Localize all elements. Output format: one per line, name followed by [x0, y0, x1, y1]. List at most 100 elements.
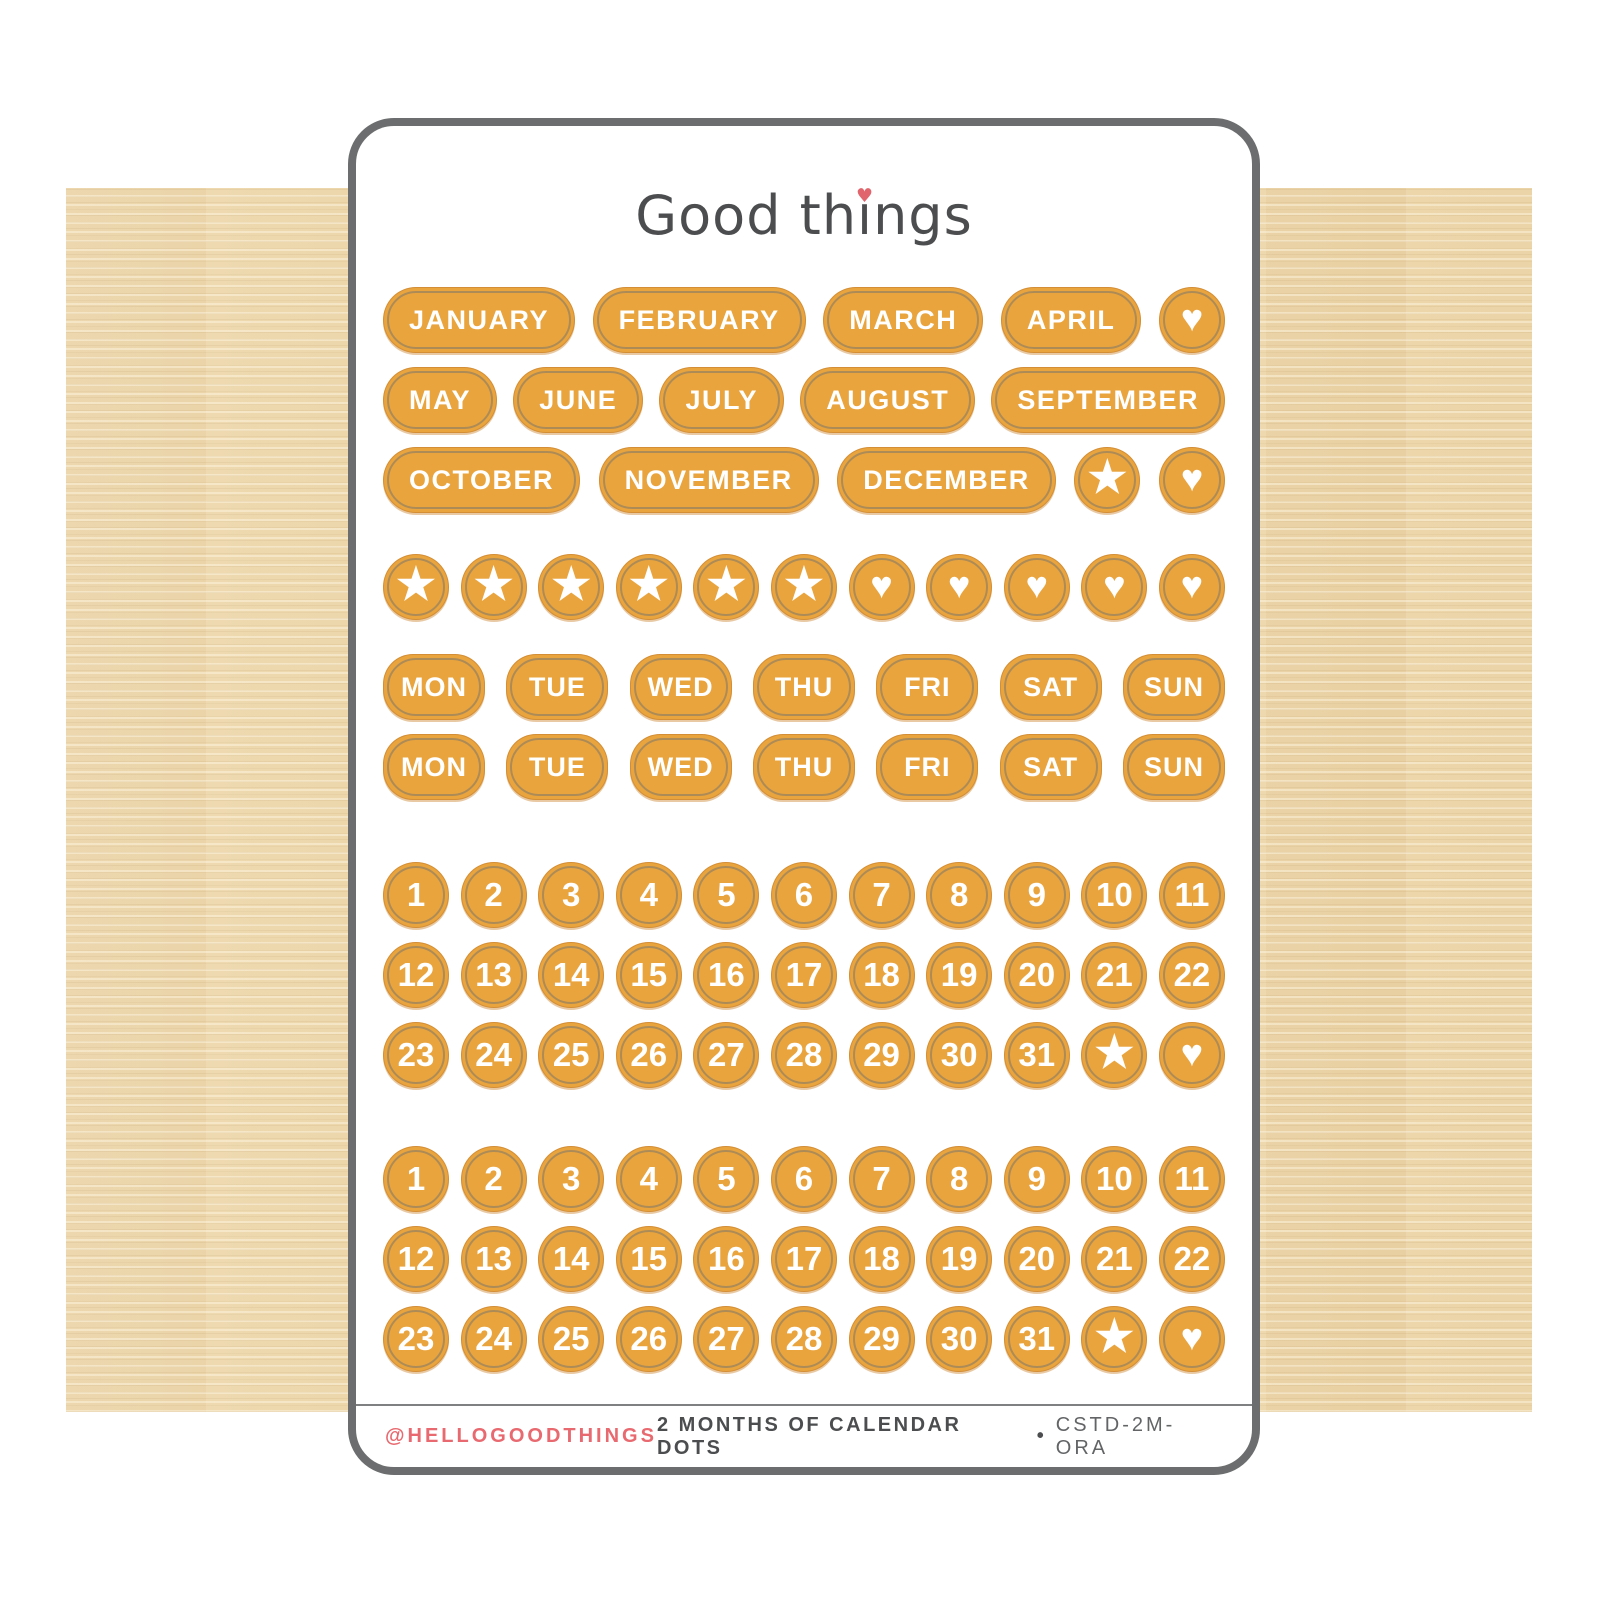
star-sticker: ★ — [615, 554, 682, 620]
month-sticker: JULY — [659, 367, 785, 433]
date-row: 23 24 25 26 27 28 29 30 31 ★ ♥ — [383, 1022, 1225, 1088]
date-sticker: 4 — [615, 862, 682, 928]
date-sticker: 15 — [615, 1226, 682, 1292]
date-sticker: 12 — [383, 942, 449, 1008]
date-sticker: 1 — [383, 862, 449, 928]
weekday-sticker: MON — [383, 654, 485, 720]
date-sticker: 11 — [1158, 862, 1225, 928]
heart-sticker: ♥ — [1003, 554, 1070, 620]
date-sticker: 31 — [1003, 1022, 1070, 1088]
heart-sticker: ♥ — [1158, 287, 1225, 353]
sheet-footer: @HELLOGOODTHINGS 2 MONTHS OF CALENDAR DO… — [356, 1404, 1252, 1467]
date-sticker: 8 — [926, 1146, 993, 1212]
date-sticker: 5 — [693, 862, 760, 928]
date-sticker: 27 — [693, 1306, 760, 1372]
date-sticker: 3 — [538, 1146, 605, 1212]
date-sticker: 19 — [926, 1226, 993, 1292]
date-sticker: 14 — [538, 1226, 605, 1292]
date-sticker: 6 — [770, 862, 837, 928]
date-sticker: 21 — [1081, 942, 1148, 1008]
star-sticker: ★ — [1081, 1022, 1148, 1088]
date-sticker: 14 — [538, 942, 605, 1008]
brand-logo: Good th ♥ ıngs — [383, 172, 1225, 258]
date-grid-month-1: 1 2 3 4 5 6 7 8 9 10 11 12 13 14 15 16 17 18 19 20 21 22 23 2… — [383, 862, 1225, 1088]
weekday-row-2: MON TUE WED THU FRI SAT SUN — [383, 734, 1225, 800]
date-sticker: 30 — [926, 1022, 993, 1088]
date-sticker: 25 — [538, 1306, 605, 1372]
date-grid-month-2: 1 2 3 4 5 6 7 8 9 10 11 12 13 14 15 16 17 18 19 20 21 22 23 2… — [383, 1146, 1225, 1372]
date-sticker: 9 — [1003, 862, 1070, 928]
date-sticker: 28 — [770, 1306, 837, 1372]
weekday-sticker: MON — [383, 734, 485, 800]
heart-sticker: ♥ — [1158, 554, 1225, 620]
month-row-1: JANUARY FEBRUARY MARCH APRIL ♥ — [383, 287, 1225, 353]
weekday-sticker: SAT — [999, 654, 1102, 720]
date-sticker: 5 — [693, 1146, 760, 1212]
date-sticker: 20 — [1003, 942, 1070, 1008]
date-sticker: 7 — [848, 1146, 915, 1212]
date-sticker: 18 — [848, 942, 915, 1008]
date-sticker: 16 — [693, 942, 760, 1008]
date-sticker: 18 — [848, 1226, 915, 1292]
month-sticker: AUGUST — [800, 367, 976, 433]
star-sticker: ★ — [1081, 1306, 1148, 1372]
date-sticker: 7 — [848, 862, 915, 928]
sticker-sheet: Good th ♥ ıngs JANUARY FEBRUARY MARCH APRIL ♥ … — [348, 118, 1260, 1475]
date-sticker: 2 — [460, 862, 527, 928]
star-sticker: ★ — [383, 554, 449, 620]
date-sticker: 12 — [383, 1226, 449, 1292]
weekday-sticker: SAT — [999, 734, 1102, 800]
date-sticker: 4 — [615, 1146, 682, 1212]
weekday-sticker: TUE — [506, 734, 609, 800]
month-row-3: OCTOBER NOVEMBER DECEMBER ★ ♥ — [383, 447, 1225, 513]
date-sticker: 1 — [383, 1146, 449, 1212]
month-sticker: MAY — [383, 367, 498, 433]
month-sticker: FEBRUARY — [592, 287, 806, 353]
date-sticker: 24 — [460, 1306, 527, 1372]
brand-logo-text: Good th ♥ ıngs — [635, 184, 972, 247]
date-sticker: 22 — [1158, 1226, 1225, 1292]
month-stickers-section: JANUARY FEBRUARY MARCH APRIL ♥ MAY JUNE JULY AU… — [383, 287, 1225, 513]
heart-icon: ♥ — [856, 184, 875, 207]
product-sku: CSTD-2M-ORA — [1055, 1413, 1176, 1459]
date-sticker: 15 — [615, 942, 682, 1008]
social-handle: @HELLOGOODTHINGS — [385, 1425, 657, 1447]
heart-sticker: ♥ — [848, 554, 915, 620]
weekday-stickers-section: MON TUE WED THU FRI SAT SUN MON TUE WED THU FRI SAT… — [383, 654, 1225, 800]
date-row: 1 2 3 4 5 6 7 8 9 10 11 — [383, 862, 1225, 928]
symbol-stickers-row: ★ ★ ★ ★ ★ ★ ♥ ♥ ♥ ♥ ♥ — [383, 554, 1225, 620]
month-row-2: MAY JUNE JULY AUGUST SEPTEMBER — [383, 367, 1225, 433]
date-sticker: 10 — [1081, 1146, 1148, 1212]
date-sticker: 23 — [383, 1022, 449, 1088]
logo-dotless-i: ♥ ı — [856, 183, 875, 247]
weekday-sticker: SUN — [1122, 734, 1225, 800]
date-row: 23 24 25 26 27 28 29 30 31 ★ ♥ — [383, 1306, 1225, 1372]
date-row: 12 13 14 15 16 17 18 19 20 21 22 — [383, 1226, 1225, 1292]
star-sticker: ★ — [1074, 447, 1141, 513]
date-sticker: 20 — [1003, 1226, 1070, 1292]
month-sticker: DECEMBER — [837, 447, 1056, 513]
month-sticker: OCTOBER — [383, 447, 581, 513]
logo-part2: ngs — [873, 183, 973, 247]
month-sticker: JUNE — [513, 367, 644, 433]
date-sticker: 25 — [538, 1022, 605, 1088]
date-sticker: 30 — [926, 1306, 993, 1372]
date-sticker: 29 — [848, 1022, 915, 1088]
month-sticker: NOVEMBER — [598, 447, 819, 513]
weekday-sticker: SUN — [1122, 654, 1225, 720]
date-sticker: 10 — [1081, 862, 1148, 928]
date-sticker: 2 — [460, 1146, 527, 1212]
heart-sticker: ♥ — [1158, 1306, 1225, 1372]
month-sticker: MARCH — [823, 287, 984, 353]
heart-sticker: ♥ — [1158, 447, 1225, 513]
date-sticker: 23 — [383, 1306, 449, 1372]
weekday-row-1: MON TUE WED THU FRI SAT SUN — [383, 654, 1225, 720]
date-sticker: 26 — [615, 1306, 682, 1372]
date-sticker: 11 — [1158, 1146, 1225, 1212]
weekday-sticker: TUE — [506, 654, 609, 720]
date-sticker: 28 — [770, 1022, 837, 1088]
date-sticker: 16 — [693, 1226, 760, 1292]
star-sticker: ★ — [538, 554, 605, 620]
date-sticker: 17 — [770, 942, 837, 1008]
